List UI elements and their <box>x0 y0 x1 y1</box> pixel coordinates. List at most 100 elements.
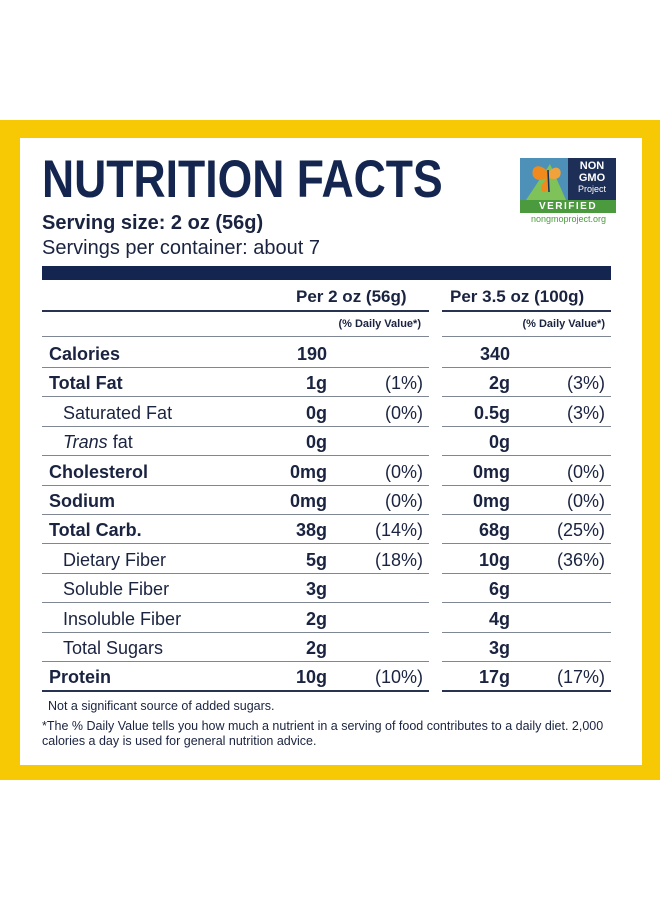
table-row: Trans fat 0g 0g <box>0 426 660 455</box>
table-row: Cholesterol 0mg (0%) 0mg (0%) <box>0 456 660 485</box>
table-row: Dietary Fiber 5g (18%) 10g (36%) <box>0 544 660 573</box>
row-divider <box>42 573 429 574</box>
row-divider <box>42 632 429 633</box>
nutrient-name: Insoluble Fiber <box>63 609 182 629</box>
nutrient-name: Sodium <box>49 491 115 511</box>
amount-per-100g: 10g <box>478 550 510 570</box>
amount-per-56g: 2g <box>305 638 327 658</box>
table-row: Protein 10g (10%) 17g (17%) <box>0 661 660 690</box>
row-divider <box>42 602 429 603</box>
row-divider <box>442 661 611 662</box>
row-divider <box>442 543 611 544</box>
amount-per-100g: 340 <box>479 344 510 364</box>
footnote-added-sugars: Not a significant source of added sugars… <box>48 699 275 713</box>
table-row: Sodium 0mg (0%) 0mg (0%) <box>0 485 660 514</box>
row-divider <box>442 690 611 692</box>
row-divider <box>42 426 429 427</box>
nutrient-name: Dietary Fiber <box>63 550 167 570</box>
daily-value-note: (% Daily Value*) <box>522 318 605 330</box>
table-row: Soluble Fiber 3g 6g <box>0 573 660 602</box>
amount-per-100g: 0mg <box>472 462 510 482</box>
row-divider <box>42 543 429 544</box>
amount-per-56g: 3g <box>305 579 327 599</box>
amount-per-100g: 6g <box>488 579 510 599</box>
nutrient-name: Cholesterol <box>49 462 149 482</box>
daily-value-100g: (0%) <box>566 462 605 482</box>
amount-per-56g: 0mg <box>289 462 327 482</box>
column-header-100g: Per 3.5 oz (100g) <box>450 287 585 306</box>
row-divider <box>42 661 429 662</box>
column-divider <box>442 310 611 312</box>
daily-value-note: (% Daily Value*) <box>338 318 421 330</box>
amount-per-56g: 2g <box>305 609 327 629</box>
amount-per-56g: 0g <box>305 432 327 452</box>
row-divider <box>42 367 429 368</box>
badge-url: nongmoproject.org <box>530 214 607 224</box>
page-title: NUTRITION FACTS <box>42 150 443 209</box>
amount-per-56g: 38g <box>295 520 327 540</box>
row-divider <box>442 455 611 456</box>
table-row: Total Carb. 38g (14%) 68g (25%) <box>0 514 660 543</box>
row-divider <box>42 485 429 486</box>
row-divider <box>42 396 429 397</box>
header-divider <box>42 266 611 280</box>
amount-per-100g: 0.5g <box>473 403 510 423</box>
row-divider <box>442 485 611 486</box>
daily-value-56g: (0%) <box>384 403 423 423</box>
table-row: Saturated Fat 0g (0%) 0.5g (3%) <box>0 397 660 426</box>
row-divider <box>442 367 611 368</box>
nutrient-name: Protein <box>49 667 112 687</box>
nutrient-name: Soluble Fiber <box>63 579 170 599</box>
column-divider <box>42 310 429 312</box>
daily-value-100g: (25%) <box>556 520 605 540</box>
amount-per-56g: 0mg <box>289 491 327 511</box>
row-divider <box>42 690 429 692</box>
row-divider <box>442 426 611 427</box>
amount-per-56g: 190 <box>296 344 327 364</box>
daily-value-56g: (0%) <box>384 491 423 511</box>
amount-per-100g: 3g <box>488 638 510 658</box>
butterfly-icon <box>520 158 568 200</box>
label-panel <box>20 138 642 765</box>
nutrient-name: Calories <box>49 344 121 364</box>
table-row: Insoluble Fiber 2g 4g <box>0 603 660 632</box>
amount-per-100g: 17g <box>478 667 510 687</box>
daily-value-100g: (36%) <box>556 550 605 570</box>
nutrient-name: Total Carb. <box>49 520 142 540</box>
daily-value-100g: (3%) <box>566 403 605 423</box>
daily-value-56g: (18%) <box>374 550 423 570</box>
daily-value-56g: (1%) <box>384 373 423 393</box>
amount-per-100g: 0g <box>488 432 510 452</box>
nutrient-name: Total Fat <box>49 373 123 393</box>
amount-per-100g: 2g <box>488 373 510 393</box>
row-divider <box>442 602 611 603</box>
row-divider <box>42 455 429 456</box>
amount-per-56g: 10g <box>295 667 327 687</box>
row-divider <box>442 396 611 397</box>
row-divider <box>442 632 611 633</box>
row-divider <box>442 514 611 515</box>
daily-value-56g: (14%) <box>374 520 423 540</box>
amount-per-56g: 0g <box>305 403 327 423</box>
nutrient-name: Trans fat <box>63 432 133 452</box>
non-gmo-badge: NON GMO Project VERIFIED nongmoproject.o… <box>520 158 617 225</box>
table-row: Total Fat 1g (1%) 2g (3%) <box>0 367 660 396</box>
serving-size: Serving size: 2 oz (56g) <box>42 212 264 234</box>
nutrient-name: Saturated Fat <box>63 403 173 423</box>
row-divider <box>442 573 611 574</box>
amount-per-100g: 68g <box>478 520 510 540</box>
amount-per-100g: 0mg <box>472 491 510 511</box>
row-divider <box>442 336 611 337</box>
non-gmo-text: NON GMO Project <box>568 158 616 200</box>
daily-value-100g: (3%) <box>566 373 605 393</box>
table-row: Calories 190 340 <box>0 338 660 367</box>
amount-per-56g: 1g <box>305 373 327 393</box>
daily-value-56g: (10%) <box>374 667 423 687</box>
servings-per-container: Servings per container: about 7 <box>42 237 320 259</box>
daily-value-56g: (0%) <box>384 462 423 482</box>
table-row: Total Sugars 2g 3g <box>0 632 660 661</box>
amount-per-100g: 4g <box>488 609 510 629</box>
column-header-56g: Per 2 oz (56g) <box>296 287 407 306</box>
verified-label: VERIFIED <box>520 200 616 213</box>
amount-per-56g: 5g <box>305 550 327 570</box>
